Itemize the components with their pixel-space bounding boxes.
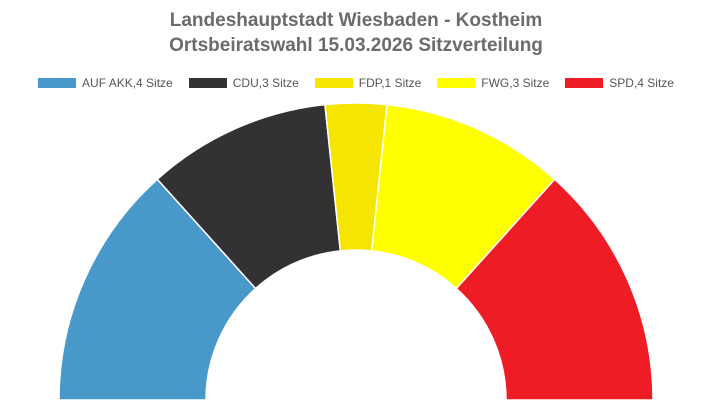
legend-item-cdu[interactable]: CDU,3 Sitze <box>188 76 299 90</box>
chart-title: Landeshauptstadt Wiesbaden - Kostheim <box>169 10 543 31</box>
legend-item-fdp[interactable]: FDP,1 Sitze <box>314 76 422 90</box>
legend-label: CDU,3 Sitze <box>232 76 299 90</box>
chart-subtitle: Ortsbeiratswahl 15.03.2026 Sitzverteilun… <box>169 35 543 56</box>
legend-item-auf-akk[interactable]: AUF AKK,4 Sitze <box>38 76 173 90</box>
slice-spd[interactable] <box>455 178 654 400</box>
legend-label: SPD,4 Sitze <box>609 76 674 90</box>
legend-item-fwg[interactable]: FWG,3 Sitze <box>437 76 549 90</box>
legend-swatch <box>38 78 77 88</box>
legend-swatch <box>314 78 353 88</box>
legend-swatch <box>437 78 476 88</box>
legend-swatch <box>565 78 604 88</box>
legend-label: FWG,3 Sitze <box>481 76 550 90</box>
legend-swatch <box>188 78 227 88</box>
legend-item-spd[interactable]: SPD,4 Sitze <box>565 76 674 90</box>
chart-legend: AUF AKK,4 Sitze CDU,3 Sitze FDP,1 Sitze FWG… <box>0 76 712 90</box>
legend-label: FDP,1 Sitze <box>358 76 422 90</box>
legend-label: AUF AKK,4 Sitze <box>82 76 173 90</box>
